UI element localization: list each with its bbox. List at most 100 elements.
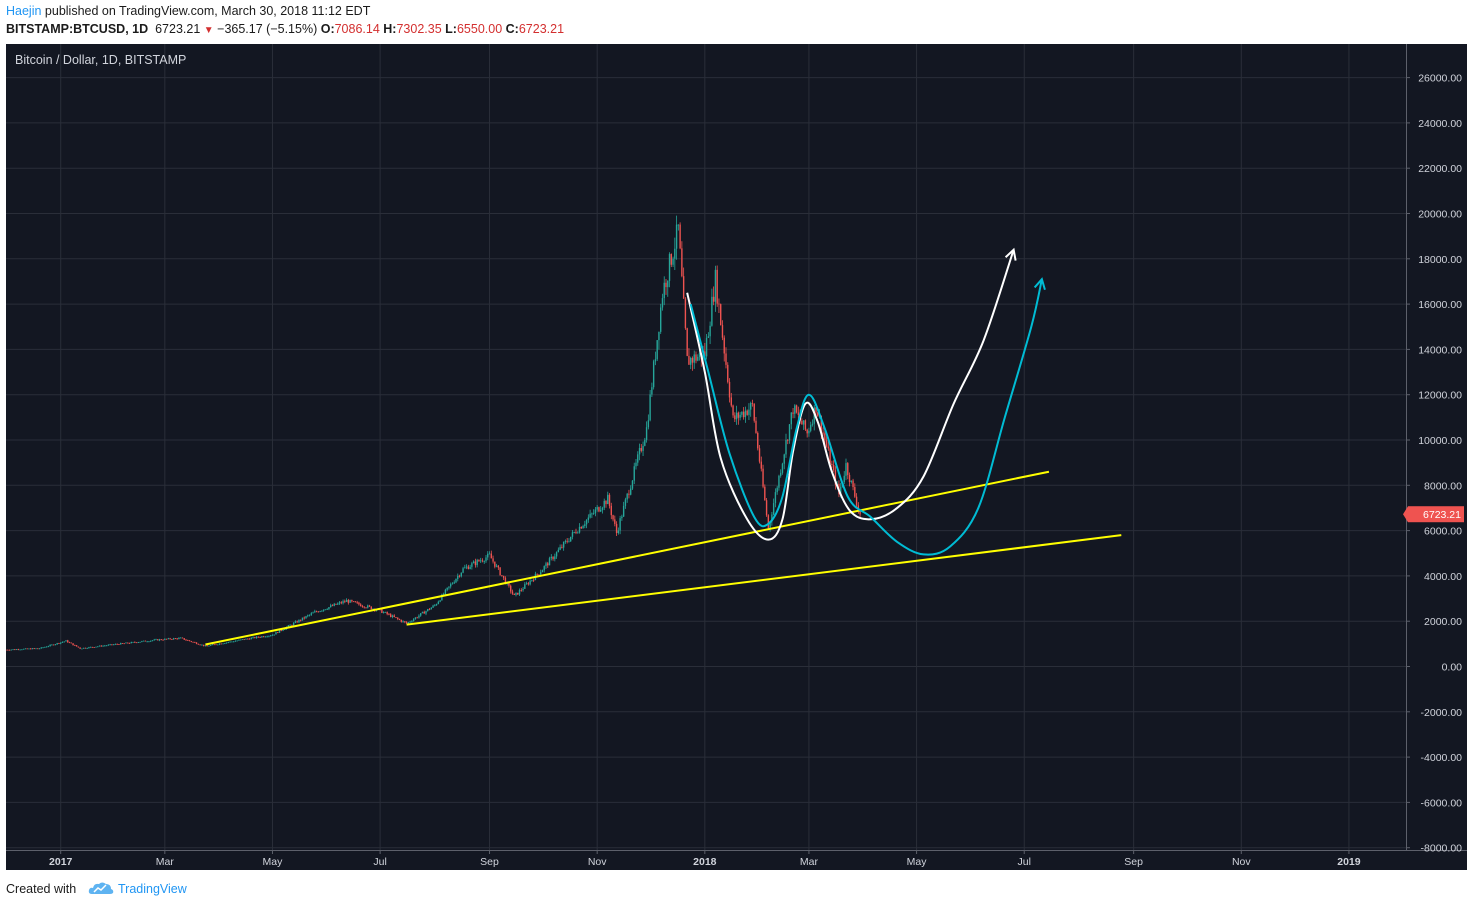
candle-body [510,585,512,592]
candle-body [72,643,74,646]
candle-body [787,439,789,441]
tradingview-cloud-icon[interactable] [88,880,114,896]
candle-body [730,397,732,406]
candle-body [795,405,798,413]
candle-body [158,639,161,641]
candle-body [49,644,51,647]
trend-line[interactable] [205,470,1050,646]
candle-body [294,621,297,623]
candle-body [610,505,612,516]
candle-body [527,583,530,585]
candle-body [160,639,162,641]
candle-body [45,646,48,648]
candle-body [296,621,298,623]
time-tick-label: Jul [373,856,386,868]
candle-body [492,558,494,562]
candle-body [84,647,87,649]
candle-body [794,405,796,414]
candle-body [850,480,852,483]
candle-body [831,463,833,465]
price-tick-label: 20000.00 [1418,209,1462,221]
price-tick-label: 18000.00 [1418,254,1462,266]
candle-body [60,642,62,644]
chart-header: Haejin published on TradingView.com, Mar… [0,0,1473,42]
candle-body [77,646,80,648]
candle-body [547,563,549,566]
candle-body [144,640,147,642]
symbol-line: BITSTAMP:BTCUSD, 1D 6723.21 ▼ −365.17 (−… [6,22,564,36]
candle-body [280,630,282,631]
candle-body [585,519,588,525]
candle-body [162,639,164,641]
candle-body [111,644,113,646]
candle-body [578,526,581,533]
candle-body [772,503,775,515]
candle-body [621,516,623,519]
candle-body [774,492,777,504]
white-projection-path[interactable] [686,249,1015,541]
candle-body [511,591,514,594]
candle-body [352,601,355,603]
candle-body [490,553,492,559]
candle-body [423,611,425,614]
candle-body [555,552,558,557]
candle-body [820,415,822,433]
candle-body [328,607,330,610]
candle-body [802,420,805,425]
candle-body [234,640,237,642]
author-link[interactable]: Haejin [6,4,42,18]
candle-body [287,625,290,628]
candle-body [571,532,574,537]
candle-body [607,494,609,505]
tradingview-link[interactable]: TradingView [118,882,187,896]
candle-body [430,607,432,610]
price-axis[interactable]: 26000.00 24000.00 22000.00 20000.00 18000.00… [1406,73,1462,855]
candle-body [150,640,152,642]
price-axis-background [1406,44,1467,850]
candle-body [236,640,238,642]
candle-body [181,637,184,639]
candle-body [141,641,143,642]
candle-body [577,532,579,534]
candle-body [381,609,383,613]
time-axis[interactable]: 2017 Mar May Jul Sep Nov 2018 Mar May Jul Sep Nov 20… [49,850,1361,868]
candle-body [335,603,337,605]
candle-body [15,649,18,651]
candle-body [827,446,830,449]
candle-body [732,405,734,416]
price-chart[interactable]: 26000.00 24000.00 22000.00 20000.00 18000.00… [6,44,1467,870]
candle-body [70,642,72,644]
candle-body [813,407,815,424]
candle-body [778,475,780,488]
candle-body [47,646,50,647]
price-tick-label: 8000.00 [1424,480,1462,492]
candle-body [582,526,584,529]
cyan-projection-path[interactable] [689,278,1043,556]
candle-body [522,588,524,591]
candle-body [725,353,727,365]
candle-body [91,646,94,648]
candle-body [691,357,694,363]
candle-body [361,606,364,608]
time-tick-label: May [907,856,928,868]
candle-body [502,575,505,578]
candle-body [619,518,621,531]
candle-body [14,649,16,651]
time-tick-label: 2017 [49,856,73,868]
trend-line[interactable] [406,534,1122,626]
candle-body [317,611,320,613]
candle-body [6,649,7,651]
candle-body [213,644,215,646]
candle-body [245,638,247,640]
candle-body [832,464,835,470]
candle-body [451,583,454,585]
candle-body [252,637,254,638]
candle-body [201,644,203,646]
low-label: L: [445,22,457,36]
candle-body [370,606,372,610]
candle-body [12,649,14,651]
candle-body [811,423,814,425]
published-text: published on TradingView.com, March 30, … [41,4,371,18]
candle-body [217,644,219,646]
candle-body [204,645,207,647]
